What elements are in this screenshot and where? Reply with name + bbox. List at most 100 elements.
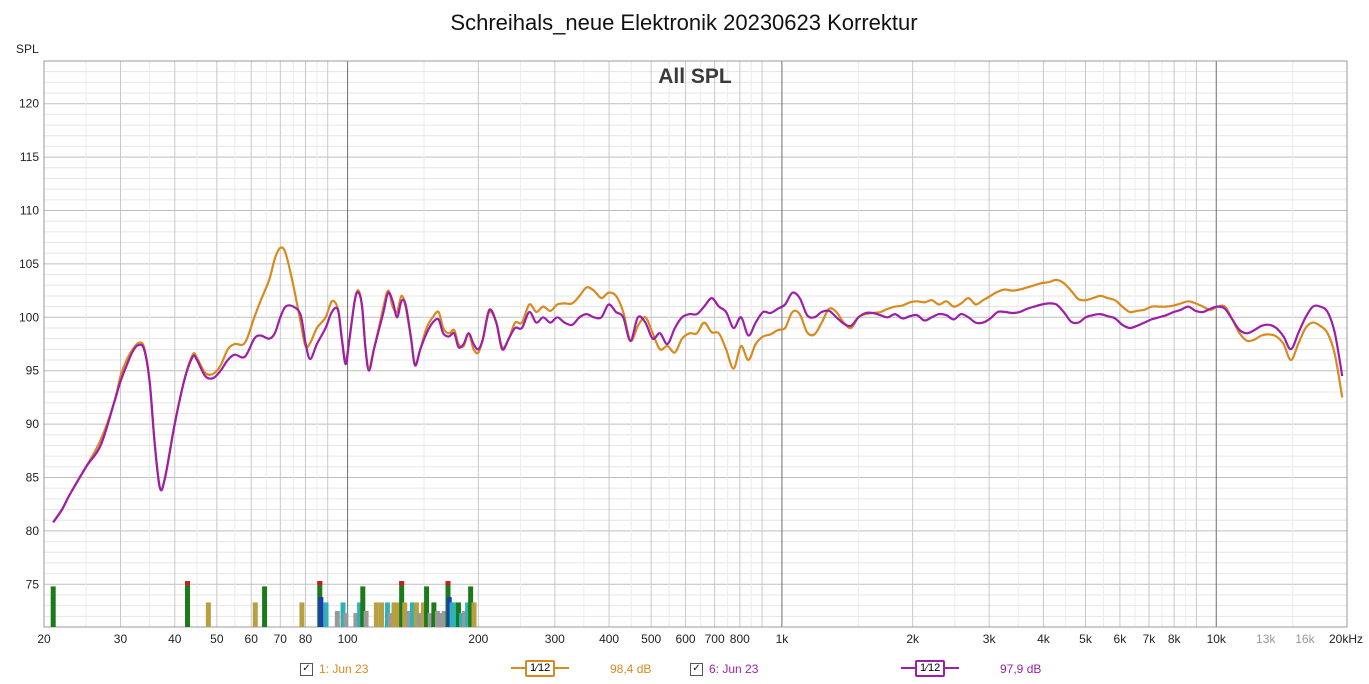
x-tick-label: 60 [245, 632, 259, 646]
marker-bar [299, 602, 305, 627]
marker-bar [205, 602, 211, 627]
marker-bar [402, 602, 408, 627]
marker-bar [399, 581, 405, 627]
x-tick-label: 80 [299, 632, 313, 646]
x-ticks: 20 30 40 50 60 70 80 100 200 300 400 500 600 700 800 1k… [37, 632, 1363, 646]
x-tick-label: 13k [1256, 632, 1276, 646]
x-tick-label: 5k [1079, 632, 1093, 646]
x-tick-label: 200 [468, 632, 488, 646]
marker-bar [413, 602, 419, 627]
marker-cap [185, 581, 191, 586]
marker-bar [252, 602, 258, 627]
marker-bar [405, 610, 411, 627]
legend-item-2[interactable]: ✓ 6: Jun 23 [690, 662, 758, 676]
marker-bar [441, 610, 447, 627]
series-line-1 [52, 246, 1344, 523]
x-tick-label: 1k [776, 632, 790, 646]
swatch-line [945, 667, 960, 669]
x-tick-label: 600 [676, 632, 696, 646]
x-tick-label: 300 [545, 632, 565, 646]
x-tick-label: 10k [1207, 632, 1227, 646]
marker-bar [409, 602, 415, 627]
marker-bar [340, 602, 346, 627]
x-tick-label: 7k [1143, 632, 1157, 646]
marker-bar [465, 602, 471, 627]
marker-bar [343, 613, 349, 627]
marker-bar [262, 586, 268, 627]
panel-title: All SPL [658, 65, 732, 88]
marker-bar [323, 602, 329, 627]
marker-bar [334, 610, 340, 627]
x-tick-label: 50 [210, 632, 224, 646]
swatch-line [555, 667, 570, 669]
x-tick-label: 6k [1114, 632, 1128, 646]
legend-value-1: 98,4 dB [610, 662, 652, 676]
y-axis-label: SPL [16, 42, 39, 56]
marker-bar [438, 613, 444, 627]
marker-bar [434, 610, 440, 627]
x-tick-label: 40 [168, 632, 182, 646]
marker-bar [318, 597, 324, 627]
x-tick-label: 16k [1295, 632, 1315, 646]
legend-label-1: 1: Jun 23 [319, 662, 369, 676]
marker-bar [357, 602, 363, 627]
marker-bar [185, 581, 191, 627]
marker-bar [471, 602, 477, 627]
x-tick-label: 20 [37, 632, 51, 646]
y-tick-label: 85 [26, 470, 40, 484]
marker-bar [373, 602, 379, 627]
y-tick-label: 90 [26, 417, 40, 431]
legend-label-2: 6: Jun 23 [709, 662, 759, 676]
swatch-line [901, 667, 915, 669]
marker-bar [424, 586, 430, 627]
x-tick-label: 700 [705, 632, 725, 646]
marker-cap [317, 581, 323, 586]
x-tick-label: 70 [274, 632, 288, 646]
marker-cap [445, 581, 451, 586]
x-tick-label: 800 [730, 632, 750, 646]
marker-bar [459, 613, 465, 627]
y-tick-label: 105 [19, 257, 39, 271]
y-tick-label: 95 [26, 364, 40, 378]
legend-checkbox-1[interactable]: ✓ [300, 662, 313, 676]
marker-bar [384, 602, 390, 627]
marker-bar [387, 613, 393, 627]
marker-bar [449, 602, 455, 627]
smoothing-control-1[interactable]: 1⁄12 [511, 659, 570, 677]
smoothing-label-2: 1⁄12 [915, 659, 946, 677]
x-tick-label: 30 [114, 632, 128, 646]
x-tick-label: 3k [983, 632, 997, 646]
x-tick-label: 500 [641, 632, 661, 646]
marker-bar [452, 602, 458, 627]
series-line-2 [52, 291, 1344, 523]
legend-item-1[interactable]: ✓ 1: Jun 23 [300, 662, 368, 676]
series-lines [52, 246, 1344, 523]
marker-bar [391, 602, 397, 627]
y-tick-label: 75 [26, 577, 40, 591]
y-tick-label: 100 [19, 310, 39, 324]
y-tick-label: 110 [20, 204, 39, 218]
spl-chart: Schreihals_neue Elektronik 20230623 Korr… [16, 10, 1363, 646]
legend-checkbox-2[interactable]: ✓ [690, 662, 703, 676]
marker-bar [420, 602, 426, 627]
grid [43, 60, 1348, 628]
smoothing-control-2[interactable]: 1⁄12 [901, 659, 960, 677]
resonance-markers [50, 581, 477, 627]
plot-frame [43, 60, 1348, 628]
marker-bar [417, 613, 423, 627]
marker-bar [431, 602, 437, 627]
marker-bar [363, 610, 369, 627]
marker-bar [446, 597, 452, 627]
x-tick-label: 400 [599, 632, 619, 646]
x-tick-label: 8k [1168, 632, 1182, 646]
x-tick-label: 4k [1037, 632, 1051, 646]
y-tick-label: 120 [19, 97, 39, 111]
marker-bar [379, 602, 385, 627]
marker-bar [50, 586, 56, 627]
marker-cap [399, 581, 405, 586]
marker-bar [353, 613, 359, 627]
x-tick-label: 20kHz [1329, 632, 1363, 646]
x-tick-label: 2k [906, 632, 920, 646]
smoothing-label-1: 1⁄12 [525, 659, 556, 677]
marker-bar [360, 586, 366, 627]
